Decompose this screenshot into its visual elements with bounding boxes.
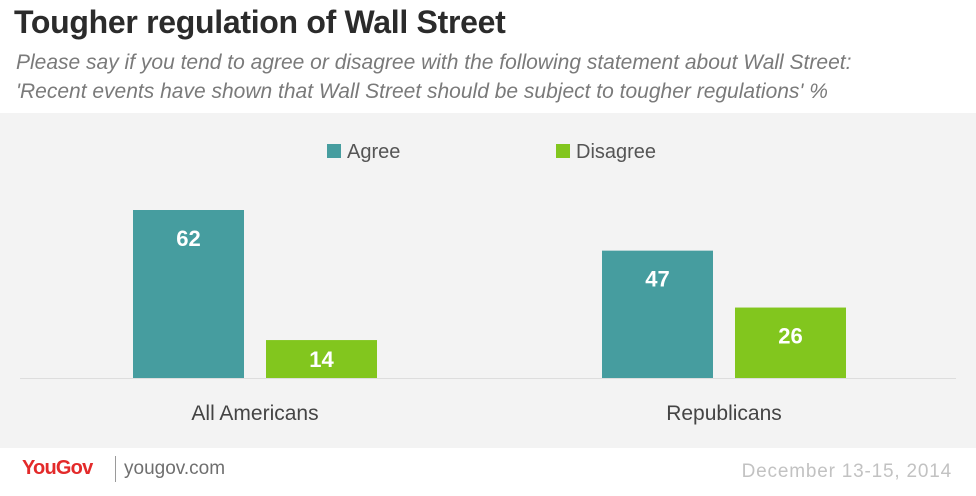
chart-footer: [0, 448, 976, 496]
chart-header: Tougher regulation of Wall Street Please…: [0, 0, 976, 113]
bar-disagree-1: [735, 307, 846, 378]
category-label-1: Republicans: [666, 402, 782, 425]
bar-agree-1: [602, 250, 713, 378]
data-label-agree-1: 47: [645, 267, 669, 292]
subtitle-line-2: 'Recent events have shown that Wall Stre…: [16, 80, 828, 103]
data-label-disagree-1: 26: [778, 324, 802, 349]
subtitle-line-1: Please say if you tend to agree or disag…: [16, 51, 852, 74]
legend-label-agree: Agree: [347, 141, 400, 163]
legend-swatch-disagree: [556, 144, 570, 158]
yougov-logo: YouGov: [22, 457, 93, 479]
data-label-agree-0: 62: [176, 226, 200, 251]
bar-agree-0: [133, 210, 244, 378]
bar-disagree-0: [266, 340, 377, 378]
bar-chart: Agree Disagree 62 14 All Americans 47 26 Republ…: [20, 141, 956, 425]
category-label-0: All Americans: [191, 402, 318, 425]
site-url: yougov.com: [124, 458, 226, 479]
legend-label-disagree: Disagree: [576, 141, 656, 163]
legend-swatch-agree: [327, 144, 341, 158]
chart-title: Tougher regulation of Wall Street: [14, 4, 506, 40]
data-label-disagree-0: 14: [309, 347, 334, 372]
chart-subtitle: Please say if you tend to agree or disag…: [16, 48, 851, 106]
logo-divider: [115, 456, 116, 482]
survey-date: December 13-15, 2014: [741, 461, 952, 482]
